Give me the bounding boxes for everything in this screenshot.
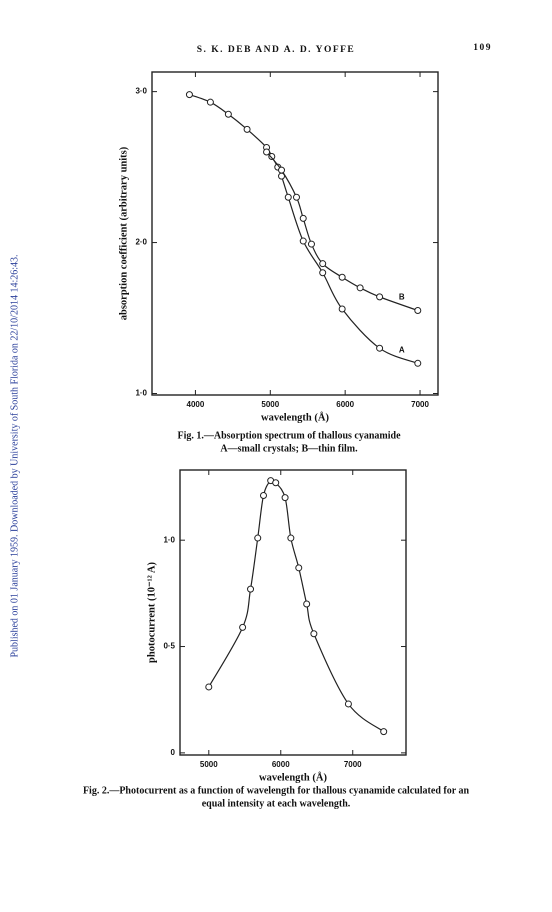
x-tick-label: 6000 xyxy=(336,400,354,409)
running-header: S. K. DEB AND A. D. YOFFE xyxy=(197,45,356,55)
data-point xyxy=(319,269,327,277)
figure-caption: A—small crystals; B—thin film. xyxy=(220,443,358,454)
y-tick-label: 1·0 xyxy=(163,535,175,544)
data-point xyxy=(319,260,327,268)
plot-frame xyxy=(179,469,407,756)
x-tick-label: 5000 xyxy=(261,400,279,409)
y-axis-label: absorption coefficient (arbitrary units) xyxy=(118,146,129,320)
data-point xyxy=(239,623,247,631)
data-point xyxy=(247,585,255,593)
data-point xyxy=(185,91,193,99)
data-point xyxy=(205,683,213,691)
figure-caption: Fig. 2.—Photocurrent as a function of wa… xyxy=(83,785,470,796)
figure-caption: equal intensity at each wavelength. xyxy=(202,798,351,809)
page-number: 109 xyxy=(473,43,492,53)
data-point xyxy=(272,479,280,487)
y-axis-label: photocurrent (10⁻¹² A) xyxy=(146,562,157,663)
data-point xyxy=(338,273,346,281)
curve xyxy=(266,151,418,312)
x-tick-label: 6000 xyxy=(272,760,290,769)
data-point xyxy=(344,700,352,708)
data-point xyxy=(292,193,300,201)
data-point xyxy=(414,359,422,367)
data-point xyxy=(376,344,384,352)
data-point xyxy=(268,153,276,161)
data-point xyxy=(206,98,214,106)
data-point xyxy=(254,534,262,542)
x-tick-label: 7000 xyxy=(411,400,429,409)
y-tick-label: 0 xyxy=(171,748,176,757)
x-tick-label: 4000 xyxy=(187,400,205,409)
y-tick-label: 1·0 xyxy=(135,389,147,398)
y-tick-label: 3·0 xyxy=(135,87,147,96)
data-point xyxy=(380,728,388,736)
data-point xyxy=(281,494,289,502)
data-point xyxy=(263,148,271,156)
watermark: Published on 01 January 1959. Downloaded… xyxy=(9,254,20,657)
x-axis-label: wavelength (Å) xyxy=(259,771,327,783)
plot-frame xyxy=(151,71,439,396)
x-tick-label: 7000 xyxy=(344,760,362,769)
data-point xyxy=(356,284,364,292)
x-axis-label: wavelength (Å) xyxy=(261,411,329,423)
data-point xyxy=(243,125,251,133)
data-point xyxy=(259,492,267,500)
x-tick-label: 5000 xyxy=(200,760,218,769)
data-point xyxy=(287,534,295,542)
figure-caption: Fig. 1.—Absorption spectrum of thallous … xyxy=(177,430,401,441)
data-point xyxy=(414,306,422,314)
data-point xyxy=(299,237,307,245)
data-point xyxy=(299,214,307,222)
data-point xyxy=(376,293,384,301)
y-tick-label: 2·0 xyxy=(135,238,147,247)
data-point xyxy=(303,600,311,608)
curve-label: B xyxy=(399,293,405,302)
curve xyxy=(208,479,385,733)
data-point xyxy=(284,193,292,201)
curve-label: A xyxy=(399,345,405,354)
y-tick-label: 0·5 xyxy=(163,642,175,651)
curve xyxy=(189,94,419,364)
data-point xyxy=(295,564,303,572)
data-point xyxy=(224,110,232,118)
data-point xyxy=(307,240,315,248)
data-point xyxy=(338,305,346,313)
data-point xyxy=(310,630,318,638)
data-point xyxy=(278,166,286,174)
